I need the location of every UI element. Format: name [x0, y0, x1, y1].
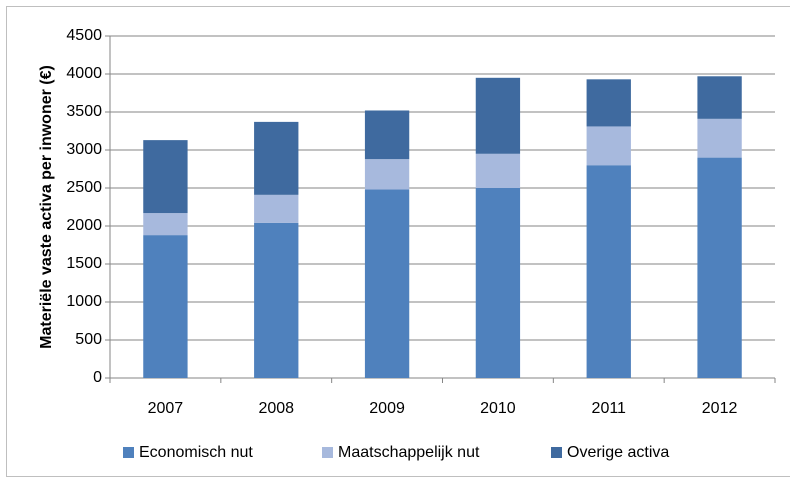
y-tick-label: 2000 — [66, 217, 102, 234]
y-tick-label: 1500 — [66, 255, 102, 272]
legend-swatch — [123, 447, 134, 458]
bar-segment — [586, 79, 631, 127]
bar-segment — [475, 153, 521, 188]
bar-segment — [254, 194, 299, 223]
y-tick-label: 3000 — [66, 141, 102, 158]
bar-segment — [143, 213, 188, 236]
bar-segment — [143, 235, 188, 378]
x-tick-label: 2009 — [369, 400, 405, 417]
bar-segment — [697, 118, 742, 158]
legend-label: Overige activa — [567, 444, 669, 461]
y-tick-label: 0 — [93, 369, 102, 386]
bar-segment — [364, 189, 410, 378]
y-tick-label: 500 — [75, 331, 102, 348]
x-tick-label: 2008 — [258, 400, 294, 417]
legend-swatch — [551, 447, 562, 458]
x-tick-label: 2010 — [480, 400, 516, 417]
bar-segment — [586, 165, 631, 378]
y-tick-label: 3500 — [66, 103, 102, 120]
legend-label: Economisch nut — [139, 444, 253, 461]
legend-swatch — [322, 447, 333, 458]
bar-segment — [364, 110, 410, 160]
x-tick-label: 2012 — [702, 400, 738, 417]
bar-segment — [697, 76, 742, 119]
y-tick-label: 4500 — [66, 27, 102, 44]
bar-segment — [475, 77, 521, 154]
bar-segment — [364, 159, 410, 190]
legend-label: Maatschappelijk nut — [338, 444, 480, 461]
bar-segment — [143, 140, 188, 214]
bar-segment — [586, 126, 631, 166]
bar-segment — [475, 188, 521, 378]
bar-segment — [254, 222, 299, 378]
x-tick-label: 2007 — [148, 400, 184, 417]
y-tick-label: 1000 — [66, 293, 102, 310]
y-axis-label: Materiële vaste activa per inwoner (€) — [38, 65, 55, 349]
y-tick-label: 4000 — [66, 65, 102, 82]
y-tick-label: 2500 — [66, 179, 102, 196]
x-tick-label: 2011 — [592, 400, 627, 417]
bar-segment — [254, 121, 299, 195]
bar-segment — [697, 157, 742, 378]
